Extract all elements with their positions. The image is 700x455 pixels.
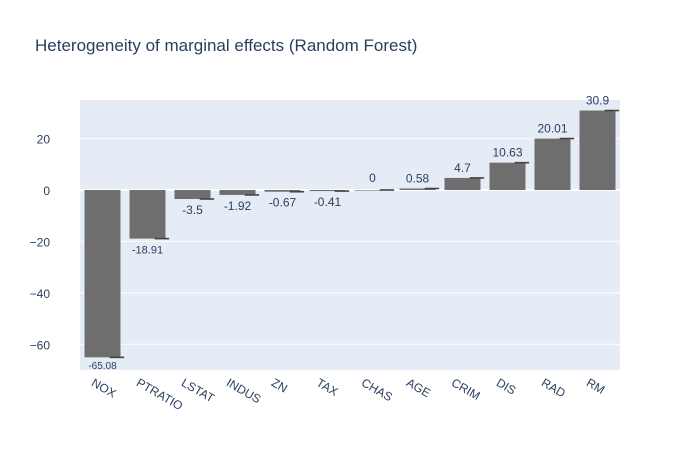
data-label: 4.7 — [454, 161, 471, 175]
y-tick-label: −60 — [30, 338, 51, 352]
bar[interactable] — [129, 190, 166, 239]
data-label: 0 — [369, 171, 376, 185]
plot-area — [80, 100, 620, 370]
bar[interactable] — [489, 162, 526, 190]
data-label: 10.63 — [492, 146, 522, 160]
bar[interactable] — [174, 190, 211, 199]
bar[interactable] — [444, 177, 481, 190]
y-tick-label: −20 — [30, 235, 51, 249]
y-tick-label: 0 — [43, 184, 50, 198]
bar[interactable] — [354, 190, 391, 191]
data-label: -65.08 — [88, 361, 117, 372]
data-label: -0.41 — [314, 195, 342, 209]
bar[interactable] — [309, 190, 346, 192]
bar[interactable] — [219, 190, 256, 195]
data-label: -3.5 — [182, 203, 203, 217]
data-label: 30.9 — [586, 94, 610, 108]
bar[interactable] — [399, 188, 436, 190]
bar[interactable] — [84, 190, 121, 358]
data-label: -18.91 — [132, 245, 163, 257]
bar[interactable] — [579, 110, 616, 190]
chart-title: Heterogeneity of marginal effects (Rando… — [35, 36, 417, 55]
y-tick-label: −40 — [30, 287, 51, 301]
data-label: -1.92 — [224, 199, 252, 213]
data-label: 0.58 — [406, 172, 430, 186]
x-tick-label: ZN — [269, 375, 290, 395]
bar[interactable] — [264, 190, 301, 192]
data-label: -0.67 — [269, 196, 297, 210]
bar[interactable] — [534, 138, 571, 190]
y-tick-label: 20 — [37, 133, 51, 147]
data-label: 20.01 — [537, 122, 567, 136]
